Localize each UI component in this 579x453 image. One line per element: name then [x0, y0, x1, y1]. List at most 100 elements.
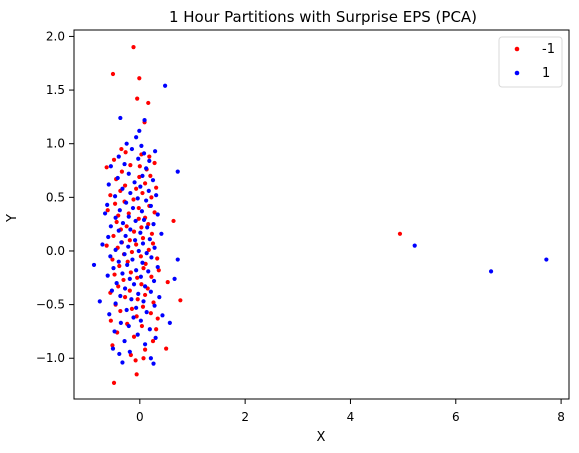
scatter-point — [114, 248, 118, 252]
scatter-point — [119, 147, 123, 151]
scatter-point — [105, 244, 109, 248]
scatter-point — [141, 299, 145, 303]
scatter-point — [155, 256, 159, 260]
scatter-point — [171, 219, 175, 223]
scatter-point — [156, 212, 160, 216]
scatter-point — [135, 97, 139, 101]
x-tick-label: 6 — [452, 410, 460, 424]
scatter-point — [145, 251, 149, 255]
plot-area — [74, 30, 569, 399]
scatter-point — [154, 336, 158, 340]
scatter-point — [128, 191, 132, 195]
scatter-point — [163, 84, 167, 88]
legend-label: -1 — [542, 42, 555, 57]
scatter-point — [149, 311, 153, 315]
scatter-point — [130, 307, 134, 311]
y-tick-label: 1.0 — [46, 137, 65, 151]
scatter-point — [110, 289, 114, 293]
scatter-point — [136, 157, 140, 161]
scatter-point — [117, 228, 121, 232]
scatter-point — [105, 203, 109, 207]
scatter-point — [136, 196, 140, 200]
legend-marker — [515, 71, 520, 76]
scatter-point — [109, 319, 113, 323]
scatter-point — [122, 339, 126, 343]
scatter-point — [141, 236, 145, 240]
scatter-point — [147, 159, 151, 163]
scatter-point — [111, 234, 115, 238]
scatter-point — [112, 381, 116, 385]
legend: -11 — [499, 37, 562, 87]
scatter-point — [98, 299, 102, 303]
scatter-point — [118, 294, 122, 298]
scatter-point — [156, 265, 160, 269]
scatter-point — [398, 232, 402, 236]
scatter-point — [136, 333, 140, 337]
x-tick-label: 2 — [241, 410, 249, 424]
scatter-point — [112, 158, 116, 162]
scatter-point — [108, 254, 112, 258]
scatter-point — [140, 174, 144, 178]
scatter-point — [413, 244, 417, 248]
scatter-point — [149, 255, 153, 259]
scatter-point — [141, 241, 145, 245]
scatter-point — [128, 163, 132, 167]
scatter-point — [109, 224, 113, 228]
scatter-point — [132, 180, 136, 184]
scatter-point — [135, 372, 139, 376]
scatter-point — [130, 147, 134, 151]
scatter-point — [146, 101, 150, 105]
scatter-point — [124, 150, 128, 154]
y-tick-label: −0.5 — [36, 298, 65, 312]
scatter-point — [103, 211, 107, 215]
scatter-point — [147, 154, 151, 158]
scatter-point — [108, 193, 112, 197]
scatter-point — [117, 260, 121, 264]
scatter-point — [112, 272, 116, 276]
scatter-point — [117, 154, 121, 158]
scatter-point — [149, 290, 153, 294]
scatter-point — [131, 206, 135, 210]
scatter-point — [134, 242, 138, 246]
scatter-point — [114, 301, 118, 305]
scatter-point — [111, 266, 115, 270]
scatter-point — [127, 172, 131, 176]
scatter-point — [128, 227, 132, 231]
scatter-point — [134, 219, 138, 223]
scatter-point — [164, 346, 168, 350]
scatter-point — [134, 306, 138, 310]
scatter-point — [146, 269, 150, 273]
scatter-point — [133, 238, 137, 242]
scatter-point — [137, 249, 141, 253]
y-tick-label: 1.5 — [46, 83, 65, 97]
scatter-point — [128, 238, 132, 242]
scatter-point — [112, 329, 116, 333]
scatter-point — [119, 240, 123, 244]
scatter-point — [124, 201, 128, 205]
scatter-point — [141, 266, 145, 270]
scatter-point — [168, 321, 172, 325]
scatter-point — [138, 185, 142, 189]
scatter-point — [134, 268, 138, 272]
scatter-point — [129, 297, 133, 301]
scatter-point — [139, 225, 143, 229]
scatter-point — [150, 232, 154, 236]
scatter-point — [151, 222, 155, 226]
scatter-point — [127, 215, 131, 219]
scatter-point — [151, 241, 155, 245]
scatter-point — [107, 312, 111, 316]
legend-marker — [515, 47, 520, 52]
scatter-point — [147, 189, 151, 193]
scatter-point — [153, 149, 157, 153]
scatter-point — [144, 166, 148, 170]
scatter-point — [118, 208, 122, 212]
scatter-point — [149, 204, 153, 208]
scatter-point — [489, 269, 493, 273]
scatter-point — [149, 195, 153, 199]
scatter-point — [134, 135, 138, 139]
scatter-point — [120, 187, 124, 191]
scatter-point — [172, 277, 176, 281]
scatter-point — [139, 144, 143, 148]
